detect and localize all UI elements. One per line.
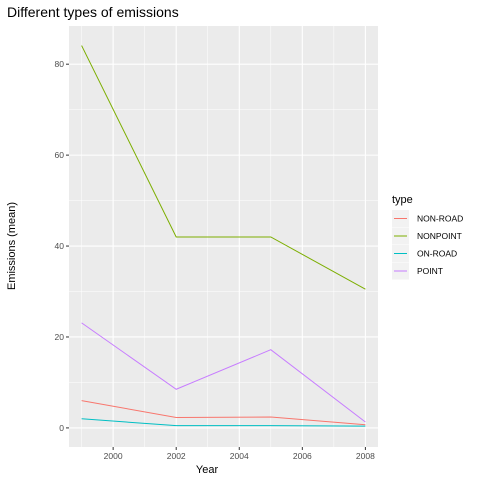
legend-label: NONPOINT <box>417 231 462 241</box>
series-line-point <box>81 322 366 423</box>
x-tick-label: 2004 <box>230 451 249 461</box>
legend-title: type <box>392 194 413 206</box>
series-line-on-road <box>81 418 366 427</box>
series-line-nonpoint <box>81 45 366 290</box>
x-tick-label: 2000 <box>104 451 123 461</box>
legend-label: POINT <box>417 266 443 276</box>
series-line-non-road <box>81 400 366 426</box>
y-axis-title: Emissions (mean) <box>6 202 18 290</box>
x-axis: 2000 2002 2004 2006 2008 <box>104 447 375 461</box>
y-tick-label: 40 <box>55 241 65 251</box>
y-tick-label: 0 <box>59 423 64 433</box>
x-tick-label: 2002 <box>167 451 186 461</box>
legend-label: NON-ROAD <box>417 214 463 224</box>
y-tick-label: 60 <box>55 150 65 160</box>
legend-label: ON-ROAD <box>417 249 457 259</box>
x-tick-label: 2008 <box>356 451 375 461</box>
series-lines <box>81 45 366 427</box>
x-tick-label: 2006 <box>293 451 312 461</box>
y-tick-label: 80 <box>55 59 65 69</box>
y-axis: 0 20 40 60 80 <box>55 59 69 433</box>
x-axis-title: Year <box>196 464 219 476</box>
legend: type NON-ROAD NONPOINT ON-ROAD POINT <box>392 194 463 280</box>
chart-title: Different types of emissions <box>7 4 179 20</box>
y-tick-label: 20 <box>55 332 65 342</box>
